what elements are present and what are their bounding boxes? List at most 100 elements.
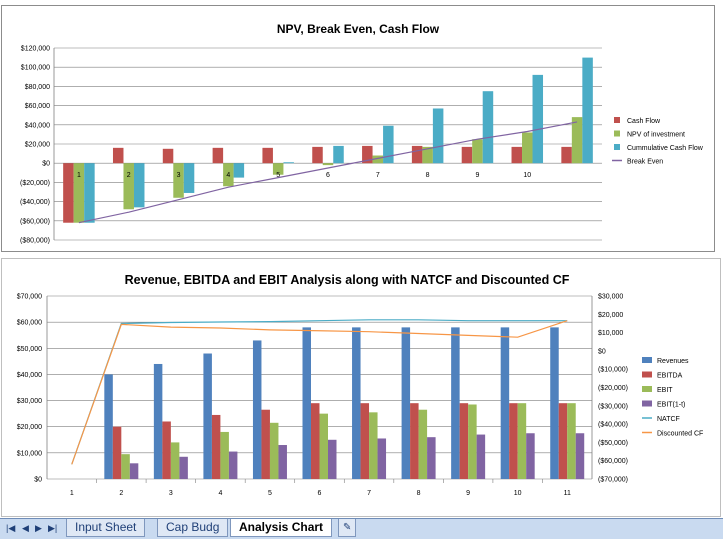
y2-tick-label: ($10,000) [598, 367, 628, 374]
prev-sheet-button[interactable]: ◀ [22, 523, 29, 533]
x-tick-label: 10 [523, 172, 531, 179]
bar-ebit-1-t [228, 451, 238, 479]
bar-cummulative-cash-flow [482, 91, 494, 164]
x-tick-label: 4 [218, 490, 222, 497]
npv-chart[interactable]: NPV, Break Even, Cash Flow $120,000 $100,0… [1, 5, 715, 252]
legend-swatch [614, 130, 620, 137]
x-tick-label: 8 [417, 490, 421, 497]
bar-npv-of-investment [571, 117, 583, 164]
bar-revenues [352, 327, 361, 479]
bar-cummulative-cash-flow [532, 74, 544, 164]
y-tick-label: $60,000 [17, 320, 42, 327]
y-tick-label: ($40,000) [20, 199, 50, 206]
bar-ebitda [459, 403, 469, 479]
y2-tick-label: $20,000 [598, 312, 623, 319]
insert-sheet-icon[interactable]: ✎ [338, 519, 357, 537]
bar-ebit [369, 412, 378, 479]
bar-revenues [500, 327, 510, 479]
bar-cash-flow [112, 147, 124, 164]
bar-cash-flow [561, 146, 572, 164]
legend-swatch [614, 144, 620, 150]
bar-revenues [203, 353, 212, 479]
y-tick-label: $40,000 [25, 122, 50, 129]
y2-tick-label: $30,000 [598, 294, 623, 301]
legend-swatch [642, 386, 652, 392]
bar-cash-flow [162, 148, 174, 164]
x-tick-label: 5 [276, 172, 280, 179]
bar-npv-of-investment [472, 139, 483, 164]
tab-input-sheet[interactable]: Input Sheet [66, 519, 146, 537]
legend-label: NATCF [657, 416, 680, 423]
x-tick-label: 9 [466, 490, 470, 497]
x-tick-label: 4 [226, 172, 230, 179]
legend-label: EBIT [657, 387, 673, 394]
bar-npv-of-investment [123, 163, 134, 210]
x-tick-label: 11 [564, 490, 571, 497]
bar-npv-of-investment [322, 163, 334, 166]
x-tick-label: 9 [476, 172, 480, 179]
bar-ebitda [112, 426, 122, 479]
x-tick-label: 6 [326, 172, 330, 179]
x-tick-label: 2 [127, 172, 131, 179]
x-tick-label: 2 [119, 490, 123, 497]
line-natcf [71, 319, 568, 465]
bar-ebitda [360, 403, 370, 479]
last-sheet-button[interactable]: ▶| [48, 523, 58, 533]
legend-swatch [642, 357, 652, 363]
bar-cummulative-cash-flow [383, 125, 394, 164]
tab-analysis-chart[interactable]: Analysis Chart [230, 519, 333, 537]
tab-cap-budg[interactable]: Cap Budg [157, 519, 229, 537]
y-tick-label: ($80,000) [20, 238, 50, 245]
bar-cash-flow [461, 146, 473, 164]
next-sheet-button[interactable]: ▶ [35, 523, 42, 533]
y-tick-label: $20,000 [25, 142, 50, 149]
bar-ebit [220, 431, 229, 479]
bar-revenues [401, 327, 411, 479]
line-discounted-cf [71, 320, 568, 465]
y-tick-label: $10,000 [17, 450, 42, 457]
bar-cummulative-cash-flow [183, 163, 195, 193]
legend-swatch [614, 117, 620, 123]
y2-tick-label: ($60,000) [598, 458, 628, 465]
x-tick-label: 7 [367, 490, 371, 497]
bar-ebitda [509, 403, 518, 479]
y-tick-label: $0 [42, 161, 50, 168]
bar-ebit [121, 454, 130, 479]
bar-cash-flow [362, 145, 373, 164]
x-tick-label: 1 [70, 490, 74, 497]
y-tick-label: $30,000 [17, 398, 42, 405]
first-sheet-button[interactable]: |◀ [6, 523, 16, 533]
y2-tick-label: ($70,000) [598, 477, 628, 484]
bar-npv-of-investment [422, 146, 433, 164]
x-tick-label: 6 [318, 490, 322, 497]
bar-npv-of-investment [223, 163, 234, 187]
bar-revenues [252, 340, 262, 479]
bar-revenues [451, 327, 460, 479]
x-tick-label: 5 [268, 490, 272, 497]
bar-ebit [517, 403, 527, 479]
y-tick-label: $50,000 [17, 346, 42, 353]
legend-label: Cummulative Cash Flow [627, 145, 704, 152]
bar-npv-of-investment [372, 155, 384, 164]
bar-ebit [269, 422, 279, 479]
bar-ebit [567, 403, 576, 479]
bar-ebitda [162, 421, 171, 479]
y2-tick-label: ($30,000) [598, 403, 628, 410]
bar-npv-of-investment [272, 163, 284, 175]
legend-label: EBITDA [657, 373, 683, 380]
bar-cummulative-cash-flow [333, 145, 344, 164]
bar-npv-of-investment [173, 163, 184, 198]
bar-cummulative-cash-flow [84, 163, 95, 223]
y2-tick-label: ($50,000) [598, 440, 628, 447]
legend-label: NPV of investment [627, 132, 685, 139]
bar-ebit-1-t [427, 437, 436, 479]
chart-title: Revenue, EBITDA and EBIT Analysis along … [125, 273, 570, 287]
revenue-chart[interactable]: Revenue, EBITDA and EBIT Analysis along … [1, 258, 721, 517]
line-break-even [78, 121, 578, 224]
y-tick-label: $120,000 [21, 46, 50, 53]
sheet-tab-bar: |◀ ◀ ▶ ▶| Input Sheet Cap Budg Analysis … [0, 518, 723, 539]
bar-ebitda [211, 414, 221, 479]
bar-cummulative-cash-flow [582, 57, 593, 164]
x-tick-label: 8 [426, 172, 430, 179]
y-tick-label: $0 [34, 477, 42, 484]
